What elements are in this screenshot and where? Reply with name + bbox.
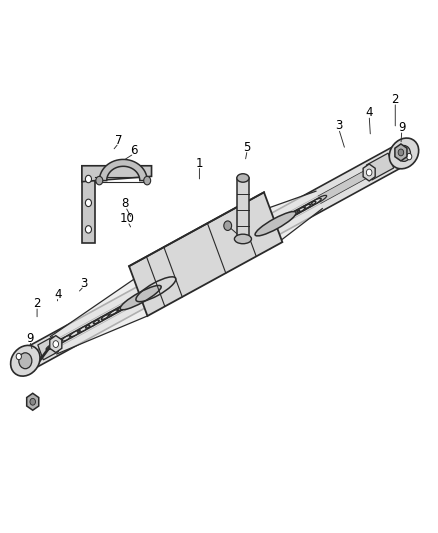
Text: 3: 3: [81, 277, 88, 290]
FancyBboxPatch shape: [237, 178, 249, 239]
Polygon shape: [395, 144, 407, 161]
Polygon shape: [129, 192, 283, 316]
Circle shape: [53, 341, 59, 348]
Text: 8: 8: [122, 197, 129, 211]
Circle shape: [19, 353, 32, 369]
Circle shape: [397, 146, 410, 161]
Text: 10: 10: [120, 212, 135, 225]
Polygon shape: [50, 336, 62, 352]
Circle shape: [85, 225, 92, 233]
Circle shape: [96, 176, 103, 185]
Ellipse shape: [120, 285, 161, 310]
Circle shape: [85, 175, 92, 183]
Text: 3: 3: [335, 119, 343, 133]
Circle shape: [224, 221, 232, 230]
Polygon shape: [367, 153, 394, 180]
Text: 4: 4: [365, 106, 373, 119]
Polygon shape: [256, 191, 322, 249]
Text: 1: 1: [196, 157, 203, 169]
Circle shape: [406, 154, 412, 160]
Polygon shape: [27, 393, 39, 410]
Polygon shape: [22, 146, 412, 366]
Ellipse shape: [237, 174, 249, 182]
Polygon shape: [99, 159, 147, 181]
Polygon shape: [19, 139, 414, 373]
Circle shape: [16, 353, 21, 360]
Polygon shape: [363, 164, 375, 181]
Polygon shape: [82, 166, 95, 243]
Text: 9: 9: [398, 121, 406, 134]
Polygon shape: [38, 337, 59, 360]
Text: 2: 2: [33, 297, 41, 310]
Text: 9: 9: [26, 332, 33, 344]
Text: 7: 7: [115, 134, 123, 147]
Ellipse shape: [255, 212, 296, 236]
Text: 2: 2: [392, 93, 399, 106]
Circle shape: [144, 176, 151, 185]
Circle shape: [30, 398, 35, 405]
Circle shape: [85, 199, 92, 207]
Text: 6: 6: [131, 144, 138, 157]
Circle shape: [398, 149, 404, 156]
Ellipse shape: [389, 138, 419, 169]
Ellipse shape: [234, 234, 251, 244]
Polygon shape: [50, 279, 148, 354]
Text: 5: 5: [244, 141, 251, 154]
Polygon shape: [82, 166, 152, 182]
Circle shape: [366, 169, 372, 176]
Text: 4: 4: [54, 288, 62, 301]
Ellipse shape: [11, 345, 40, 376]
